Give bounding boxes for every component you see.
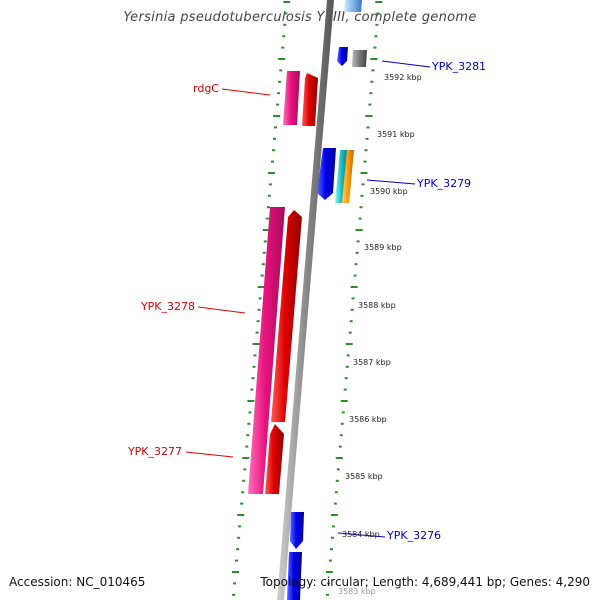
scale-label: 3590 kbp bbox=[370, 187, 408, 196]
leader-YPK_3278 bbox=[197, 306, 246, 314]
label-YPK_3281[interactable]: YPK_3281 bbox=[431, 60, 486, 73]
accession-text: Accession: NC_010465 bbox=[9, 575, 146, 589]
label-YPK_3277[interactable]: YPK_3277 bbox=[127, 445, 182, 458]
cds-YPK_3279[interactable] bbox=[317, 148, 336, 200]
leader-rdgC bbox=[221, 88, 271, 96]
gene-YPK_3279-cyan[interactable] bbox=[335, 150, 348, 203]
scale-labels: 3592 kbp 3591 kbp 3590 kbp 3589 kbp 3588… bbox=[338, 73, 422, 596]
leader-YPK_3281 bbox=[381, 60, 431, 68]
scale-label: 3592 kbp bbox=[384, 73, 422, 82]
genome-backbone bbox=[277, 0, 334, 600]
label-YPK_3278[interactable]: YPK_3278 bbox=[140, 300, 195, 313]
label-YPK_3279[interactable]: YPK_3279 bbox=[416, 177, 471, 190]
scale-label: 3585 kbp bbox=[345, 472, 383, 481]
cds-rdgC[interactable] bbox=[302, 73, 318, 126]
gene-YPK_3278[interactable] bbox=[248, 207, 285, 494]
cds-YPK_3281[interactable] bbox=[337, 47, 348, 66]
genome-summary-text: Topology: circular; Length: 4,689,441 bp… bbox=[260, 575, 590, 589]
gene-rdgC[interactable] bbox=[283, 71, 300, 125]
scale-label: 3583 kbp bbox=[338, 587, 376, 596]
leader-YPK_3279 bbox=[366, 179, 416, 185]
cds-YPK_3278[interactable] bbox=[271, 210, 302, 422]
scale-label: 3584 kbp bbox=[342, 530, 380, 539]
scale-label: 3591 kbp bbox=[377, 130, 415, 139]
gene-top-skyblue[interactable] bbox=[344, 0, 362, 12]
leader-YPK_3276 bbox=[337, 532, 386, 538]
leader-YPK_3277 bbox=[185, 451, 234, 458]
map-title: Yersinia pseudotuberculosis YPIII, compl… bbox=[123, 10, 477, 25]
reverse-strand-tick-marks bbox=[325, 1, 383, 596]
scale-label: 3586 kbp bbox=[349, 415, 387, 424]
scale-label: 3589 kbp bbox=[364, 243, 402, 252]
cds-bottom-blue[interactable] bbox=[287, 552, 302, 600]
label-YPK_3276[interactable]: YPK_3276 bbox=[386, 529, 441, 542]
scale-label: 3588 kbp bbox=[358, 301, 396, 310]
gene-grey-small[interactable] bbox=[352, 50, 367, 67]
gene-YPK_3279-orange[interactable] bbox=[342, 150, 354, 203]
label-rdgC[interactable]: rdgC bbox=[193, 82, 219, 95]
forward-strand-tick-marks bbox=[232, 1, 291, 596]
cds-YPK_3277[interactable] bbox=[265, 424, 284, 494]
cds-YPK_3276[interactable] bbox=[290, 512, 304, 549]
scale-label: 3587 kbp bbox=[353, 358, 391, 367]
